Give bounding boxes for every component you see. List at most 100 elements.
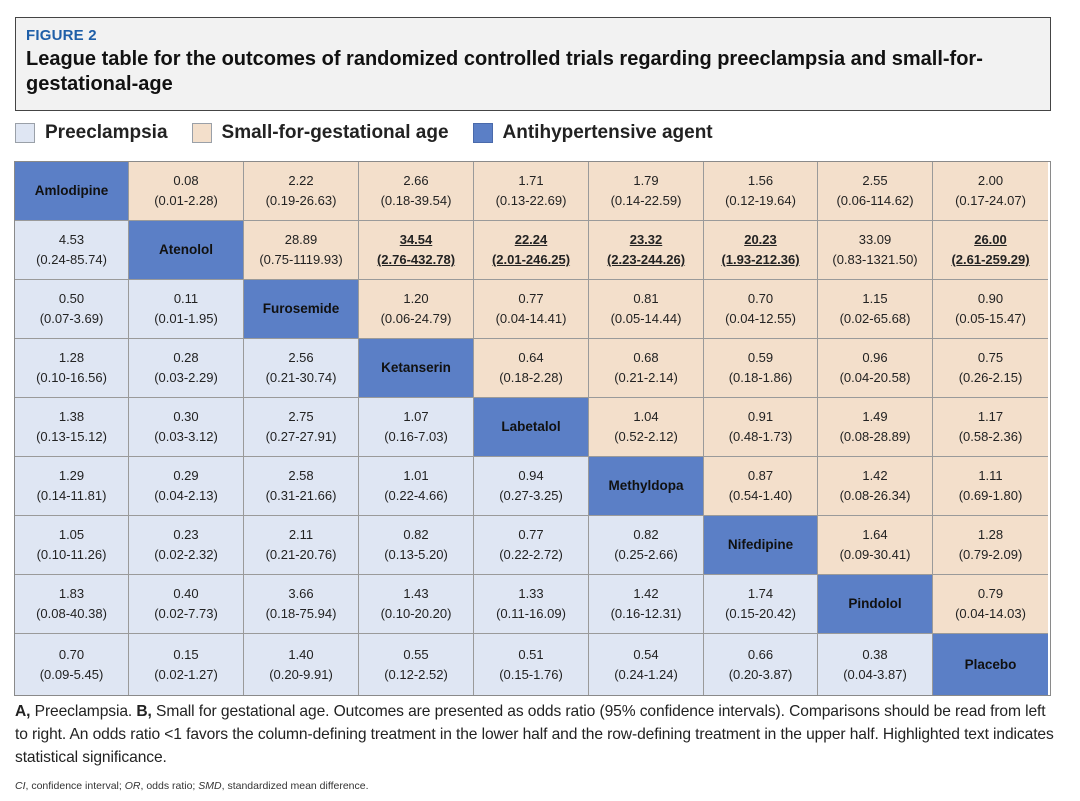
confidence-interval: (0.58-2.36) — [958, 429, 1023, 444]
preeclampsia-odds-cell: 2.75 (0.27-27.91) — [244, 398, 359, 457]
odds-ratio: 0.51 — [518, 646, 544, 662]
preeclampsia-odds-cell: 1.01 (0.22-4.66) — [359, 457, 474, 516]
odds-ratio: 1.15 — [862, 291, 888, 306]
sga-odds-cell: 0.70 (0.04-12.55) — [704, 280, 818, 339]
odds-ratio: 1.20 — [403, 291, 429, 306]
confidence-interval: (0.05-15.47) — [955, 311, 1026, 326]
confidence-interval: (0.08-28.89) — [839, 429, 911, 444]
sga-odds-cell: 23.32 (2.23-244.26) — [589, 221, 704, 280]
confidence-interval: (0.10-20.20) — [380, 606, 452, 621]
sga-odds-cell: 33.09 (0.83-1321.50) — [818, 221, 933, 280]
sga-odds-cell: 1.04 (0.52-2.12) — [589, 398, 704, 457]
confidence-interval: (0.06-114.62) — [836, 193, 914, 208]
sga-odds-cell: 1.11 (0.69-1.80) — [933, 457, 1048, 516]
treatment-cell: Methyldopa — [589, 457, 704, 516]
confidence-interval: (0.02-2.32) — [154, 547, 218, 562]
odds-ratio: 0.96 — [862, 350, 888, 365]
abbrev-term: OR — [124, 780, 141, 792]
preeclampsia-odds-cell: 0.30 (0.03-3.12) — [129, 398, 244, 457]
odds-ratio: 0.54 — [633, 646, 659, 662]
treatment-label: Methyldopa — [608, 478, 684, 493]
sga-odds-cell: 34.54 (2.76-432.78) — [359, 221, 474, 280]
sga-odds-cell: 0.91 (0.48-1.73) — [704, 398, 818, 457]
figure-title: League table for the outcomes of randomi… — [26, 48, 983, 95]
preeclampsia-odds-cell: 0.77 (0.22-2.72) — [474, 516, 589, 575]
confidence-interval: (0.06-24.79) — [380, 311, 452, 326]
legend-label: Small-for-gestational age — [221, 122, 449, 143]
confidence-interval: (0.26-2.15) — [958, 370, 1023, 385]
preeclampsia-odds-cell: 3.66 (0.18-75.94) — [244, 575, 359, 634]
confidence-interval: (0.25-2.66) — [614, 547, 678, 562]
odds-ratio: 0.82 — [633, 527, 659, 542]
confidence-interval: (0.14-22.59) — [610, 193, 682, 208]
confidence-interval: (0.08-40.38) — [36, 606, 107, 621]
confidence-interval: (0.24-1.24) — [614, 666, 678, 682]
league-table: Amlodipine 0.08 (0.01-2.28) 2.22 (0.19-26.63… — [14, 161, 1051, 696]
odds-ratio: 34.54 — [399, 232, 433, 247]
odds-ratio: 1.43 — [403, 586, 429, 601]
confidence-interval: (2.76-432.78) — [376, 252, 456, 267]
odds-ratio: 0.08 — [173, 173, 199, 188]
confidence-interval: (0.75-1119.93) — [259, 252, 343, 267]
sga-odds-cell: 0.79 (0.04-14.03) — [933, 575, 1048, 634]
odds-ratio: 0.55 — [403, 646, 429, 662]
odds-ratio: 0.28 — [173, 350, 199, 365]
sga-odds-cell: 2.55 (0.06-114.62) — [818, 162, 933, 221]
preeclampsia-odds-cell: 1.05 (0.10-11.26) — [15, 516, 129, 575]
sga-odds-cell: 0.75 (0.26-2.15) — [933, 339, 1048, 398]
odds-ratio: 0.91 — [747, 409, 774, 424]
caption-a-text: Preeclampsia. — [30, 703, 137, 720]
figure-header: FIGURE 2 League table for the outcomes o… — [15, 17, 1051, 111]
legend-swatch-sga — [191, 123, 212, 143]
sga-odds-cell: 0.81 (0.05-14.44) — [589, 280, 704, 339]
sga-odds-cell: 1.79 (0.14-22.59) — [589, 162, 704, 221]
sga-odds-cell: 0.59 (0.18-1.86) — [704, 339, 818, 398]
treatment-cell: Furosemide — [244, 280, 359, 339]
caption-b-label: B, — [136, 703, 152, 720]
odds-ratio: 0.70 — [747, 291, 774, 306]
preeclampsia-odds-cell: 0.15 (0.02-1.27) — [129, 634, 244, 695]
confidence-interval: (0.16-7.03) — [384, 429, 448, 444]
preeclampsia-odds-cell: 2.56 (0.21-30.74) — [244, 339, 359, 398]
odds-ratio: 2.58 — [288, 468, 314, 483]
abbrev-definition: , standardized mean difference. — [221, 780, 369, 792]
confidence-interval: (0.21-30.74) — [265, 370, 337, 385]
confidence-interval: (0.69-1.80) — [958, 488, 1023, 503]
sga-odds-cell: 1.28 (0.79-2.09) — [933, 516, 1048, 575]
treatment-cell: Nifedipine — [704, 516, 818, 575]
confidence-interval: (0.12-19.64) — [725, 193, 796, 208]
sga-odds-cell: 0.90 (0.05-15.47) — [933, 280, 1048, 339]
confidence-interval: (0.20-9.91) — [269, 666, 333, 682]
odds-ratio: 1.74 — [747, 586, 774, 601]
confidence-interval: (0.02-7.73) — [154, 606, 218, 621]
treatment-label: Ketanserin — [381, 360, 451, 375]
confidence-interval: (0.10-16.56) — [36, 370, 107, 385]
legend-item-sga: Small-for-gestational age — [191, 122, 449, 144]
confidence-interval: (0.20-3.87) — [728, 666, 793, 682]
preeclampsia-odds-cell: 1.43 (0.10-20.20) — [359, 575, 474, 634]
preeclampsia-odds-cell: 0.29 (0.04-2.13) — [129, 457, 244, 516]
treatment-cell: Atenolol — [129, 221, 244, 280]
odds-ratio: 0.81 — [633, 291, 659, 306]
confidence-interval: (0.04-14.03) — [955, 606, 1026, 621]
confidence-interval: (0.01-2.28) — [154, 193, 218, 208]
odds-ratio: 2.00 — [977, 173, 1004, 188]
preeclampsia-odds-cell: 0.51 (0.15-1.76) — [474, 634, 589, 695]
confidence-interval: (2.01-246.25) — [491, 252, 571, 267]
confidence-interval: (0.13-15.12) — [36, 429, 107, 444]
preeclampsia-odds-cell: 1.07 (0.16-7.03) — [359, 398, 474, 457]
confidence-interval: (0.04-20.58) — [839, 370, 911, 385]
preeclampsia-odds-cell: 1.83 (0.08-40.38) — [15, 575, 129, 634]
confidence-interval: (0.24-85.74) — [36, 252, 107, 267]
treatment-cell: Ketanserin — [359, 339, 474, 398]
sga-odds-cell: 0.64 (0.18-2.28) — [474, 339, 589, 398]
odds-ratio: 1.28 — [977, 527, 1004, 542]
confidence-interval: (0.09-30.41) — [839, 547, 911, 562]
sga-odds-cell: 2.22 (0.19-26.63) — [244, 162, 359, 221]
treatment-label: Nifedipine — [727, 537, 794, 552]
confidence-interval: (2.23-244.26) — [606, 252, 686, 267]
preeclampsia-odds-cell: 0.82 (0.13-5.20) — [359, 516, 474, 575]
odds-ratio: 0.87 — [747, 468, 774, 483]
odds-ratio: 1.64 — [862, 527, 888, 542]
odds-ratio: 0.50 — [58, 291, 85, 306]
